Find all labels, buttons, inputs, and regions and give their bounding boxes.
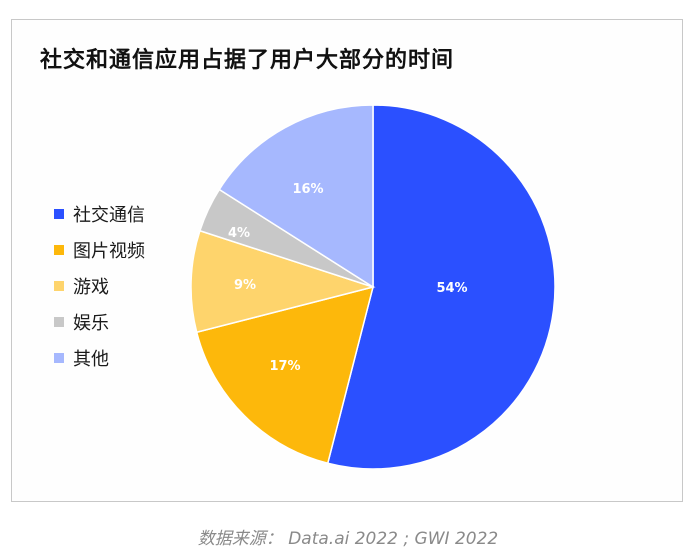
legend-swatch-social [54, 209, 64, 219]
pie-slice-other [218, 104, 374, 289]
pie-slices [190, 104, 556, 470]
pie-slice-social [326, 104, 556, 470]
pie-slice-games [190, 229, 376, 334]
pie-slice-photo-video [195, 285, 375, 465]
slice-label-entertainment: 4% [228, 226, 250, 241]
legend-swatch-other [54, 353, 64, 363]
legend-item-entertainment: 娱乐 [54, 304, 145, 340]
slice-label-other: 16% [292, 182, 323, 197]
legend-swatch-entertainment [54, 317, 64, 327]
legend-item-games: 游戏 [54, 268, 145, 304]
legend: 社交通信 图片视频 游戏 娱乐 其他 [54, 196, 145, 376]
legend-item-other: 其他 [54, 340, 145, 376]
legend-label: 社交通信 [73, 205, 145, 226]
slice-label-photo-video: 17% [269, 359, 300, 374]
legend-label: 其他 [73, 349, 109, 370]
slice-label-games: 9% [234, 278, 256, 293]
legend-label: 图片视频 [73, 241, 145, 262]
legend-label: 游戏 [73, 277, 109, 298]
legend-swatch-games [54, 281, 64, 291]
source-note: 数据来源： Data.ai 2022 ; GWI 2022 [197, 529, 499, 549]
chart-title: 社交和通信应用占据了用户大部分的时间 [40, 48, 455, 73]
legend-item-photo-video: 图片视频 [54, 232, 145, 268]
slice-label-social: 54% [436, 281, 467, 296]
legend-label: 娱乐 [73, 313, 109, 334]
legend-swatch-photo-video [54, 245, 64, 255]
legend-item-social: 社交通信 [54, 196, 145, 232]
